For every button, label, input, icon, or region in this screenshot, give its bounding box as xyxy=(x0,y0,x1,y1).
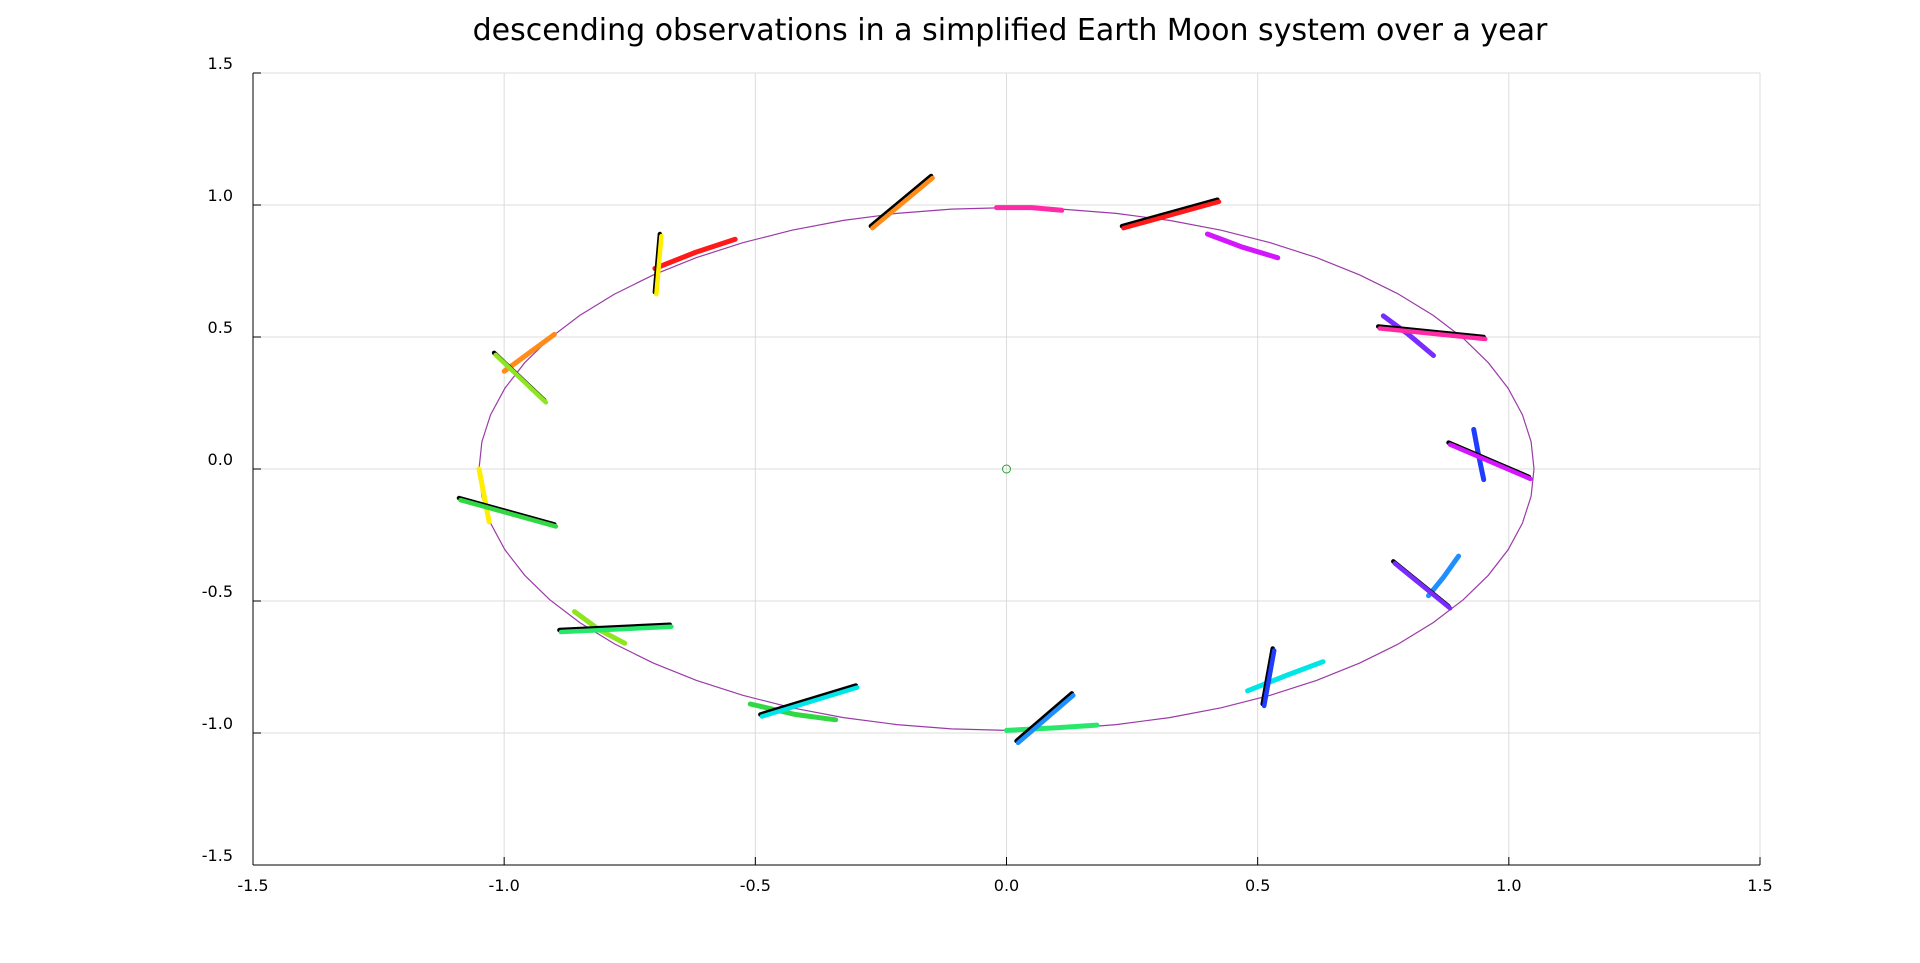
arc-10 xyxy=(501,331,557,374)
arc-4 xyxy=(1426,553,1462,599)
axes xyxy=(252,72,1761,866)
streak-6 xyxy=(758,683,860,719)
streak-5 xyxy=(1014,691,1076,746)
streak-10 xyxy=(652,231,664,297)
observation-streaks xyxy=(456,173,1533,746)
streak-color-11 xyxy=(870,175,935,231)
arc-5 xyxy=(1245,659,1326,694)
streak-black-5 xyxy=(1014,691,1075,744)
x-tick-label-4: 0.5 xyxy=(1245,876,1270,895)
streak-color-8 xyxy=(458,497,559,529)
arc-9 xyxy=(476,466,492,525)
earth-center-marker xyxy=(1002,464,1011,474)
x-tick-labels: -1.5 -1.0 -0.5 0.0 0.5 1.0 1.5 xyxy=(237,876,1772,895)
arc-11 xyxy=(652,236,738,271)
x-tick-label-5: 1.0 xyxy=(1496,876,1521,895)
y-tick-label-0: -1.5 xyxy=(202,846,233,865)
y-tick-label-3: 0.0 xyxy=(208,450,233,469)
x-tick-label-1: -1.0 xyxy=(489,876,520,895)
streak-black-0 xyxy=(1119,197,1220,229)
streak-color-3 xyxy=(1392,561,1453,611)
streak-color-1 xyxy=(1377,326,1488,342)
streak-black-11 xyxy=(868,173,934,229)
streak-11 xyxy=(868,173,935,231)
arc-6 xyxy=(1004,722,1100,733)
arc-2 xyxy=(1380,313,1436,358)
x-tick-label-6: 1.5 xyxy=(1747,876,1772,895)
streak-0 xyxy=(1119,197,1222,231)
x-tick-label-0: -1.5 xyxy=(237,876,268,895)
streak-7 xyxy=(557,622,674,635)
streak-1 xyxy=(1375,324,1488,342)
y-tick-label-4: 0.5 xyxy=(208,318,233,337)
streak-color-9 xyxy=(493,352,549,405)
streak-color-5 xyxy=(1015,693,1076,746)
y-tick-label-1: -1.0 xyxy=(202,714,233,733)
arc-1 xyxy=(1204,231,1281,261)
streak-2 xyxy=(1446,440,1533,482)
chart-title: descending observations in a simplified … xyxy=(473,13,1548,48)
x-tick-label-3: 0.0 xyxy=(994,876,1019,895)
y-tick-label-2: -0.5 xyxy=(202,582,233,601)
arc-0 xyxy=(994,205,1065,213)
y-tick-label-6: 1.5 xyxy=(208,54,233,73)
streak-9 xyxy=(491,350,549,405)
streak-4 xyxy=(1260,646,1277,709)
observation-arcs xyxy=(476,205,1487,733)
streak-color-2 xyxy=(1447,442,1533,482)
streak-3 xyxy=(1391,559,1453,611)
y-tick-label-5: 1.0 xyxy=(208,186,233,205)
y-tick-labels: -1.5 -1.0 -0.5 0.0 0.5 1.0 1.5 xyxy=(202,54,233,865)
streak-8 xyxy=(456,495,559,529)
streak-color-10 xyxy=(654,233,664,297)
streak-color-0 xyxy=(1121,199,1222,231)
arc-7 xyxy=(747,701,839,723)
x-tick-label-2: -0.5 xyxy=(740,876,771,895)
streak-color-7 xyxy=(558,624,674,635)
streak-black-6 xyxy=(758,683,859,717)
streak-color-6 xyxy=(759,685,860,719)
streak-color-4 xyxy=(1261,648,1277,709)
